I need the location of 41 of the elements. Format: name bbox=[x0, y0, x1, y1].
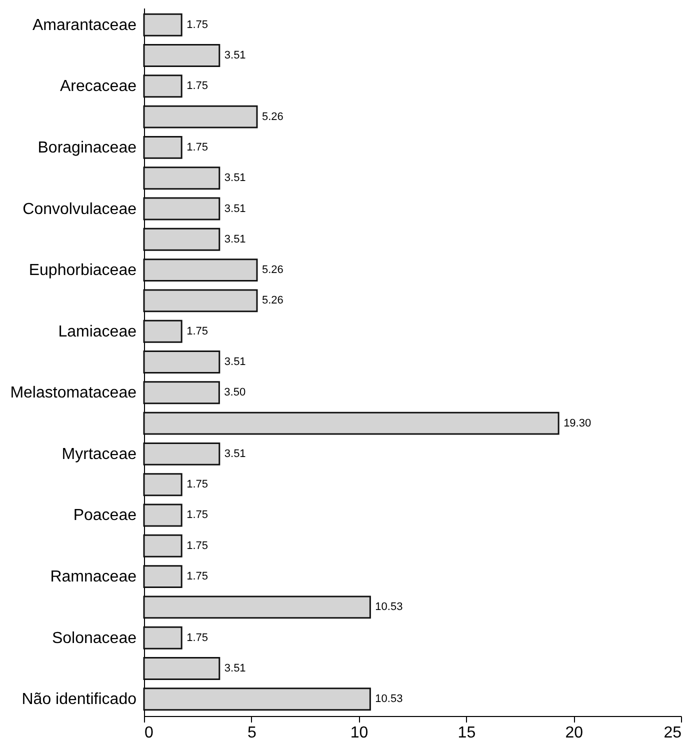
data-label: 1.75 bbox=[186, 632, 208, 644]
data-label: 10.53 bbox=[375, 693, 403, 706]
data-label: 1.75 bbox=[186, 325, 208, 338]
x-tick-label: 0 bbox=[144, 724, 154, 742]
x-tick-label: 20 bbox=[565, 724, 584, 742]
x-tick-label: 15 bbox=[458, 724, 476, 742]
y-tick-label: Melastomataceae bbox=[10, 384, 137, 402]
data-label: 1.75 bbox=[186, 540, 208, 552]
data-label: 19.30 bbox=[564, 417, 592, 430]
data-label: 1.75 bbox=[186, 80, 208, 92]
x-tick-label: 10 bbox=[350, 724, 368, 742]
y-tick-label: Lamiaceae bbox=[58, 323, 137, 340]
data-label: 3.51 bbox=[224, 202, 246, 215]
data-label: 3.51 bbox=[224, 172, 246, 184]
y-tick-label: Poaceae bbox=[73, 507, 137, 524]
data-label: 3.51 bbox=[224, 50, 246, 62]
data-label: 5.26 bbox=[262, 110, 284, 123]
data-label: 10.53 bbox=[375, 601, 403, 614]
y-tick-label: Myrtaceae bbox=[62, 446, 137, 463]
data-label: 5.26 bbox=[262, 294, 284, 307]
data-label: 3.51 bbox=[224, 448, 246, 460]
y-tick-label: Não identificado bbox=[22, 691, 137, 708]
data-label: 1.75 bbox=[186, 478, 208, 491]
y-tick-label: Ramnaceae bbox=[50, 568, 137, 586]
data-label: 1.75 bbox=[186, 18, 208, 31]
data-label: 1.75 bbox=[186, 509, 208, 522]
data-label: 3.51 bbox=[224, 662, 246, 674]
y-tick-label: Arecaceae bbox=[60, 78, 137, 96]
y-tick-label: Boraginaceae bbox=[38, 139, 137, 156]
x-tick-label: 5 bbox=[247, 724, 256, 742]
data-label: 3.50 bbox=[224, 386, 246, 399]
x-tick-label: 25 bbox=[664, 724, 682, 742]
data-label: 3.51 bbox=[224, 233, 246, 246]
y-tick-label: Euphorbiaceae bbox=[28, 262, 137, 280]
y-tick-label: Convolvulaceae bbox=[22, 200, 137, 218]
y-tick-label: Solonaceae bbox=[52, 630, 137, 647]
data-label: 1.75 bbox=[186, 570, 208, 583]
y-tick-label: Amarantaceae bbox=[32, 16, 137, 34]
data-label: 3.51 bbox=[224, 356, 246, 368]
data-label: 1.75 bbox=[186, 141, 208, 154]
data-label: 5.26 bbox=[262, 264, 284, 276]
